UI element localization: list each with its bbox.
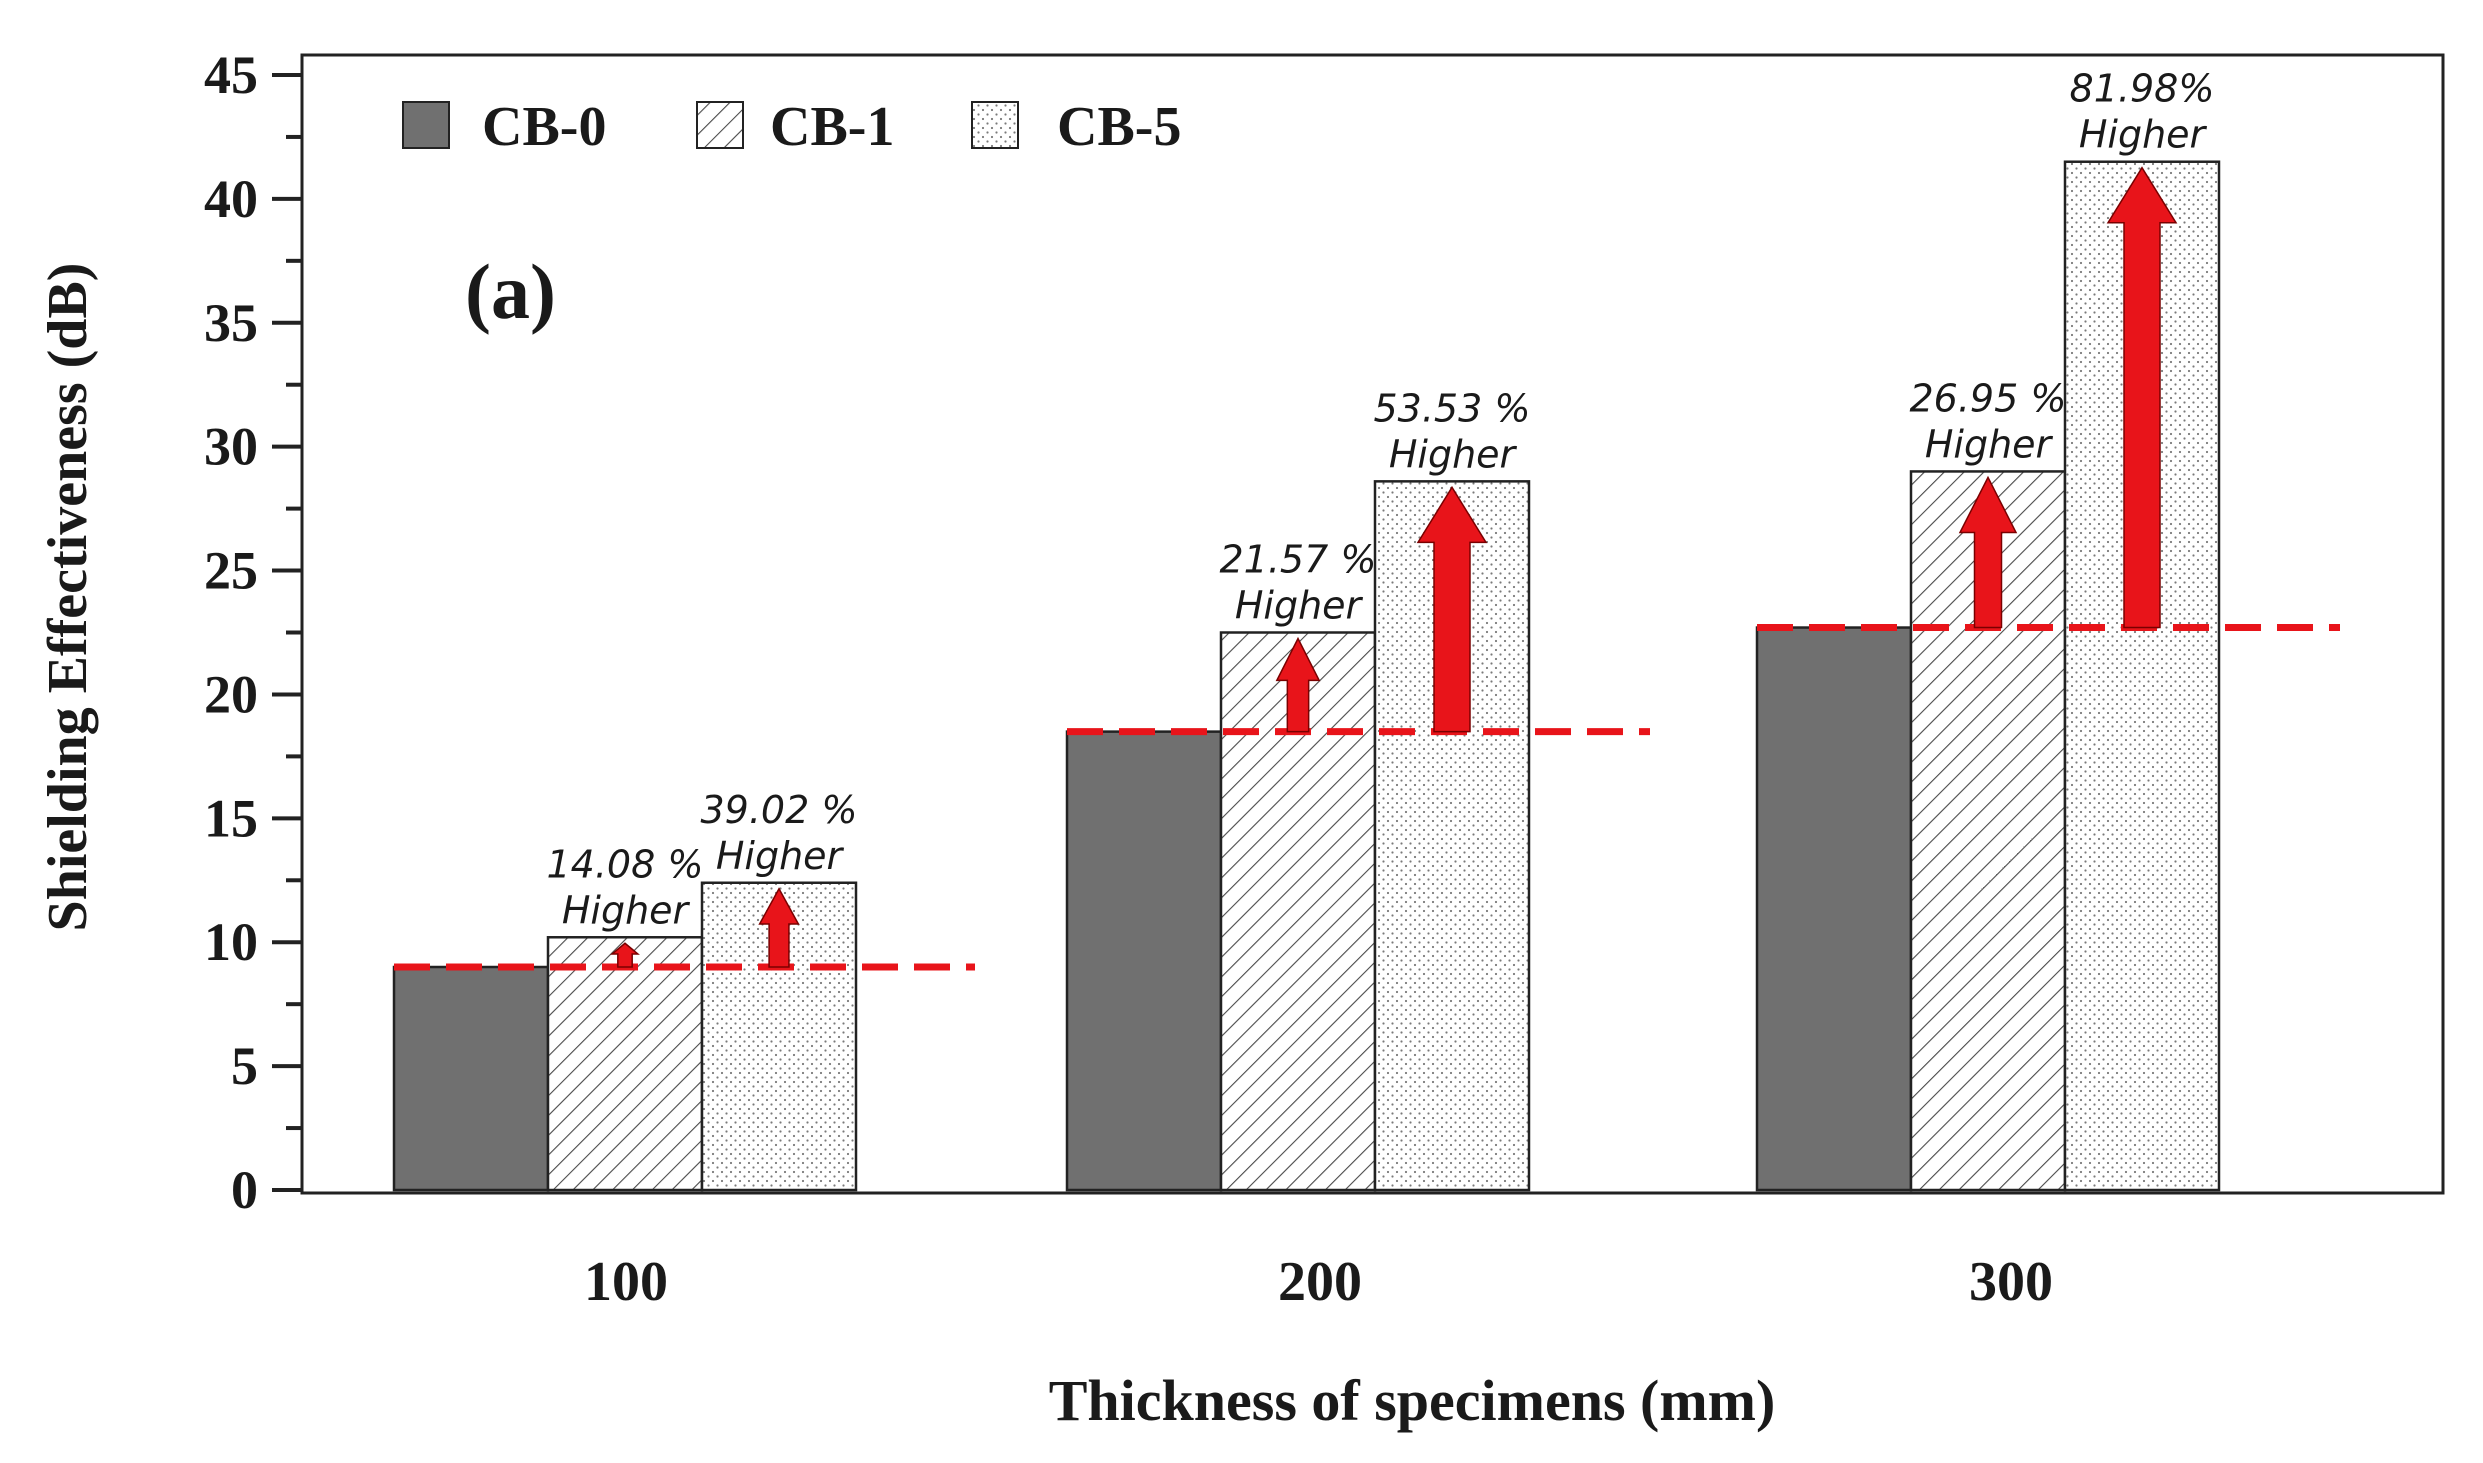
annotation-higher-cb-1-100: Higher bbox=[562, 888, 691, 932]
bars bbox=[392, 160, 2221, 1192]
annotation-percent-cb-5-300: 81.98% bbox=[2070, 67, 2215, 111]
y-tick-label: 30 bbox=[204, 417, 258, 477]
y-tick-label: 20 bbox=[204, 664, 258, 724]
annotation-higher-cb-1-200: Higher bbox=[1235, 584, 1364, 628]
annotation-percent-cb-1-300: 26.95 % bbox=[1910, 376, 2067, 420]
x-tick-label-300: 300 bbox=[1969, 1251, 2053, 1313]
x-axis: 100 200 300 bbox=[302, 1191, 2443, 1313]
arrow-cb-1-200 bbox=[1275, 636, 1321, 733]
y-tick-label: 45 bbox=[204, 45, 258, 105]
legend: CB-0 CB-1 CB-5 bbox=[402, 96, 1181, 158]
arrow-cb-1-300 bbox=[1958, 475, 2018, 629]
legend-swatch-cb-0 bbox=[402, 101, 450, 149]
annotation-higher-cb-5-100: Higher bbox=[716, 834, 845, 878]
y-axis: 0 5 10 15 20 25 30 35 40 45 bbox=[204, 45, 304, 1220]
y-tick-label: 0 bbox=[231, 1160, 258, 1220]
reference-lines bbox=[394, 624, 2340, 971]
x-tick-label-200: 200 bbox=[1278, 1251, 1362, 1313]
bar-cb-0-100 bbox=[392, 965, 550, 1192]
bar-cb-0-300 bbox=[1755, 626, 1913, 1192]
annotation-percent-cb-1-100: 14.08 % bbox=[547, 842, 704, 886]
annotation-percent-cb-5-100: 39.02 % bbox=[701, 788, 858, 832]
arrow-cb-5-200 bbox=[1416, 485, 1488, 733]
y-tick-label: 15 bbox=[204, 788, 258, 848]
legend-label-cb-5: CB-5 bbox=[1057, 96, 1181, 158]
annotation-percent-cb-1-200: 21.57 % bbox=[1220, 538, 1377, 582]
panel-label: (a) bbox=[465, 248, 556, 335]
arrow-cb-1-100 bbox=[610, 942, 640, 968]
arrow-cb-5-100 bbox=[758, 887, 800, 968]
legend-label-cb-0: CB-0 bbox=[482, 96, 606, 158]
y-tick-label: 35 bbox=[204, 293, 258, 353]
y-axis-title: Shielding Effectiveness (dB) bbox=[37, 263, 99, 932]
annotation-percent-cb-5-200: 53.53 % bbox=[1374, 386, 1531, 430]
annotation-higher-cb-5-200: Higher bbox=[1389, 432, 1518, 476]
legend-swatch-cb-5 bbox=[971, 101, 1019, 149]
legend-label-cb-1: CB-1 bbox=[770, 96, 894, 158]
y-tick-label: 25 bbox=[204, 541, 258, 601]
x-axis-title: Thickness of specimens (mm) bbox=[1049, 1368, 1776, 1433]
bar-cb-0-200 bbox=[1065, 730, 1223, 1192]
arrows bbox=[610, 166, 2178, 968]
bar-cb-1-100 bbox=[546, 936, 704, 1192]
y-tick-label: 10 bbox=[204, 912, 258, 972]
bar-cb-5-200 bbox=[1373, 480, 1531, 1192]
legend-swatch-cb-1 bbox=[696, 101, 744, 149]
x-tick-label-100: 100 bbox=[584, 1251, 668, 1313]
arrow-cb-5-300 bbox=[2106, 166, 2178, 629]
y-tick-label: 5 bbox=[231, 1036, 258, 1096]
annotation-higher-cb-1-300: Higher bbox=[1925, 422, 2054, 466]
annotation-higher-cb-5-300: Higher bbox=[2079, 113, 2208, 157]
y-tick-label: 40 bbox=[204, 169, 258, 229]
